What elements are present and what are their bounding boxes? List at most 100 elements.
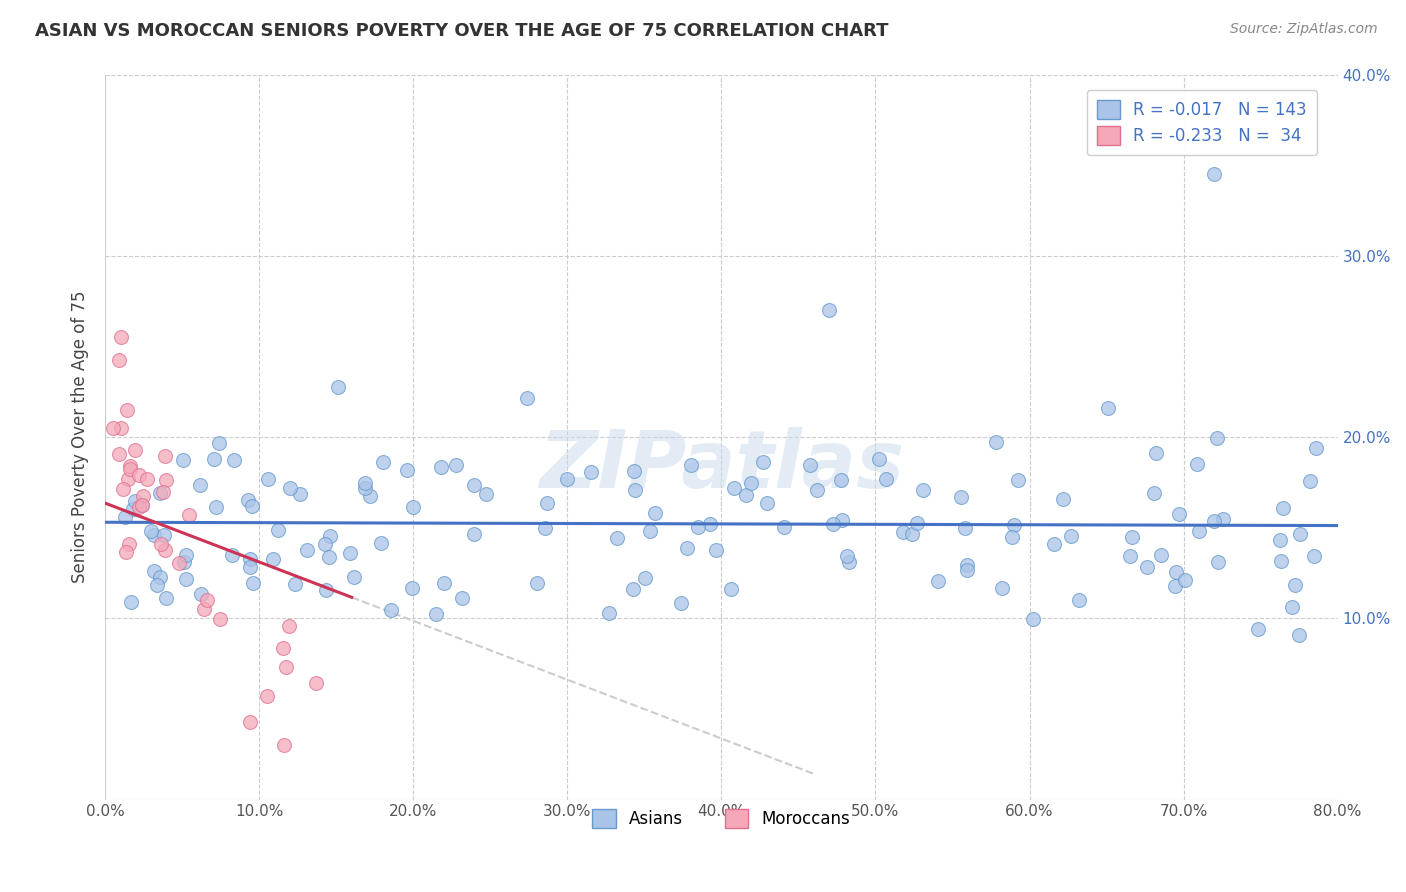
Point [177,508,200,522]
Point [869,452,891,467]
Point [188,478,211,492]
Point [401,581,423,595]
Point [103,421,125,435]
Point [526,576,548,591]
Point [555,472,578,486]
Point [114,545,136,559]
Point [1212,511,1234,525]
Point [328,380,350,394]
Point [239,552,262,566]
Point [107,353,129,368]
Point [128,467,150,482]
Point [875,472,897,486]
Point [950,490,973,504]
Point [149,486,172,500]
Point [204,500,226,514]
Point [118,537,141,551]
Point [956,558,979,573]
Point [1305,441,1327,455]
Point [110,421,132,435]
Point [240,500,263,514]
Point [475,487,498,501]
Point [430,460,453,475]
Legend: Asians, Moroccans: Asians, Moroccans [586,802,858,835]
Point [120,595,142,609]
Point [278,481,301,495]
Point [1119,549,1142,563]
Point [115,402,138,417]
Point [284,576,307,591]
Point [1185,457,1208,471]
Point [688,520,710,534]
Point [271,641,294,656]
Point [425,607,447,622]
Point [516,391,538,405]
Point [1069,593,1091,607]
Point [534,521,557,535]
Point [1268,533,1291,548]
Point [222,453,245,467]
Point [634,572,657,586]
Point [152,484,174,499]
Point [1299,474,1322,488]
Point [202,452,225,467]
Point [239,714,262,729]
Point [1144,446,1167,460]
Point [900,527,922,541]
Point [1143,485,1166,500]
Point [1272,501,1295,516]
Point [339,546,361,560]
Point [911,483,934,497]
Point [606,532,628,546]
Point [735,487,758,501]
Point [396,463,419,477]
Point [621,582,644,596]
Point [623,464,645,478]
Point [155,591,177,605]
Point [353,475,375,490]
Point [720,582,742,596]
Point [155,473,177,487]
Point [197,592,219,607]
Point [209,612,232,626]
Point [581,465,603,479]
Point [830,473,852,487]
Point [1288,526,1310,541]
Point [1021,612,1043,626]
Point [955,521,977,535]
Point [155,543,177,558]
Point [1202,514,1225,528]
Point [1303,549,1326,564]
Point [172,452,194,467]
Point [169,556,191,570]
Point [1166,565,1188,579]
Point [139,524,162,538]
Point [208,435,231,450]
Point [152,528,174,542]
Point [124,494,146,508]
Point [135,472,157,486]
Point [446,458,468,473]
Point [927,574,949,589]
Point [131,498,153,512]
Point [806,483,828,497]
Point [772,520,794,534]
Point [262,551,284,566]
Point [1208,555,1230,569]
Point [1174,573,1197,587]
Point [1168,507,1191,521]
Point [756,495,779,509]
Point [991,581,1014,595]
Point [799,458,821,472]
Point [370,536,392,550]
Point [675,541,697,555]
Point [110,330,132,344]
Y-axis label: Seniors Poverty Over the Age of 75: Seniors Poverty Over the Age of 75 [72,291,89,583]
Point [274,660,297,674]
Text: Source: ZipAtlas.com: Source: ZipAtlas.com [1230,22,1378,37]
Point [1164,579,1187,593]
Point [193,601,215,615]
Point [319,529,342,543]
Text: ZIPatlas: ZIPatlas [538,427,904,505]
Point [1247,622,1270,636]
